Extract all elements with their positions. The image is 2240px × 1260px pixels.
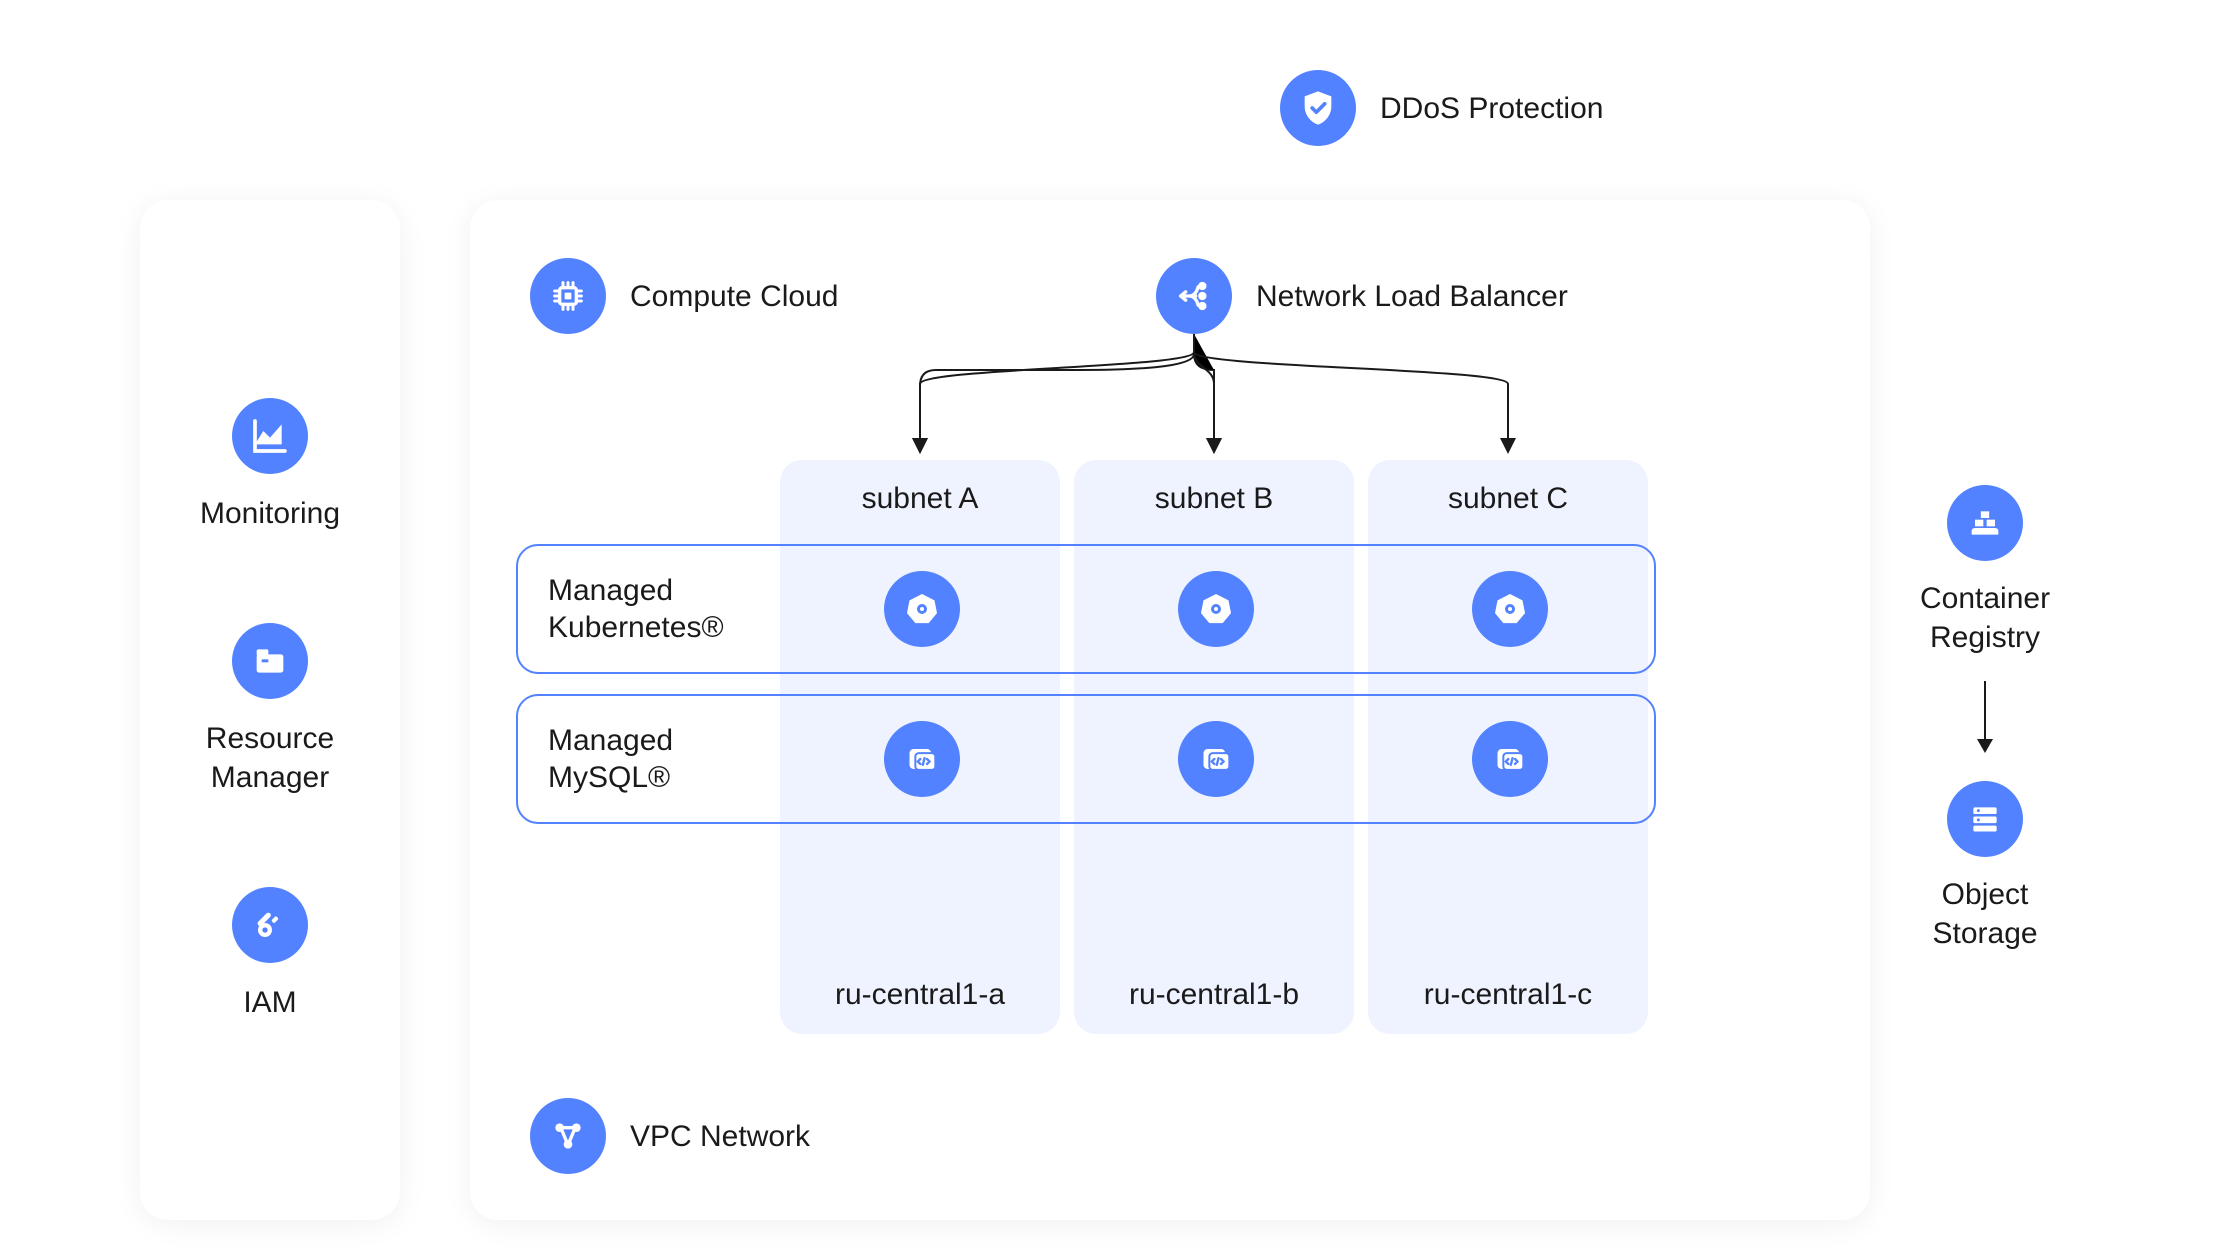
database-code-icon bbox=[1472, 721, 1548, 797]
vpc-network: VPC Network bbox=[530, 1098, 810, 1174]
shield-icon bbox=[1280, 70, 1356, 146]
managed-kubernetes-row: Managed Kubernetes® bbox=[516, 544, 1656, 674]
vpc-label: VPC Network bbox=[630, 1117, 810, 1156]
subnet-c-region: ru-central1-c bbox=[1424, 978, 1592, 1012]
sidebar-item-iam: IAM bbox=[232, 887, 308, 1022]
nlb-label: Network Load Balancer bbox=[1256, 277, 1568, 316]
subnet-c-header: subnet C bbox=[1448, 482, 1568, 516]
sidebar-panel: Monitoring Resource Manager IAM bbox=[140, 200, 400, 1220]
managed-mysql-row: Managed MySQL® bbox=[516, 694, 1656, 824]
object-storage: Object Storage bbox=[1933, 781, 2038, 953]
kubernetes-icon bbox=[1472, 571, 1548, 647]
ddos-label: DDoS Protection bbox=[1380, 89, 1603, 128]
chip-icon bbox=[530, 258, 606, 334]
subnet-a-region: ru-central1-a bbox=[835, 978, 1005, 1012]
ddos-protection: DDoS Protection bbox=[1280, 70, 1603, 146]
database-code-icon bbox=[884, 721, 960, 797]
iam-label: IAM bbox=[243, 983, 296, 1022]
kubernetes-label: Managed Kubernetes® bbox=[548, 572, 768, 647]
storage-icon bbox=[1947, 781, 2023, 857]
kubernetes-icon bbox=[1178, 571, 1254, 647]
object-storage-label: Object Storage bbox=[1933, 875, 2038, 953]
nlb-fanout-arrows bbox=[780, 334, 1648, 460]
balancer-icon bbox=[1156, 258, 1232, 334]
container-registry: Container Registry bbox=[1920, 485, 2050, 657]
right-column: Container Registry Object Storage bbox=[1920, 485, 2050, 953]
registry-to-storage-arrow bbox=[1984, 681, 1986, 751]
monitoring-label: Monitoring bbox=[200, 494, 340, 533]
vpc-icon bbox=[530, 1098, 606, 1174]
kubernetes-icon bbox=[884, 571, 960, 647]
database-code-icon bbox=[1178, 721, 1254, 797]
subnet-a-header: subnet A bbox=[862, 482, 979, 516]
sidebar-item-resource-manager: Resource Manager bbox=[206, 623, 334, 797]
container-registry-icon bbox=[1947, 485, 2023, 561]
compute-label: Compute Cloud bbox=[630, 277, 838, 316]
resource-manager-label: Resource Manager bbox=[206, 719, 334, 797]
container-registry-label: Container Registry bbox=[1920, 579, 2050, 657]
main-panel: Compute Cloud Network Load Balancer bbox=[470, 200, 1870, 1220]
key-icon bbox=[232, 887, 308, 963]
subnet-b-header: subnet B bbox=[1155, 482, 1273, 516]
mysql-label: Managed MySQL® bbox=[548, 722, 768, 797]
network-load-balancer: Network Load Balancer bbox=[1156, 258, 1568, 334]
compute-cloud: Compute Cloud bbox=[530, 258, 838, 334]
sidebar-item-monitoring: Monitoring bbox=[200, 398, 340, 533]
chart-icon bbox=[232, 398, 308, 474]
subnet-b-region: ru-central1-b bbox=[1129, 978, 1299, 1012]
folder-icon bbox=[232, 623, 308, 699]
